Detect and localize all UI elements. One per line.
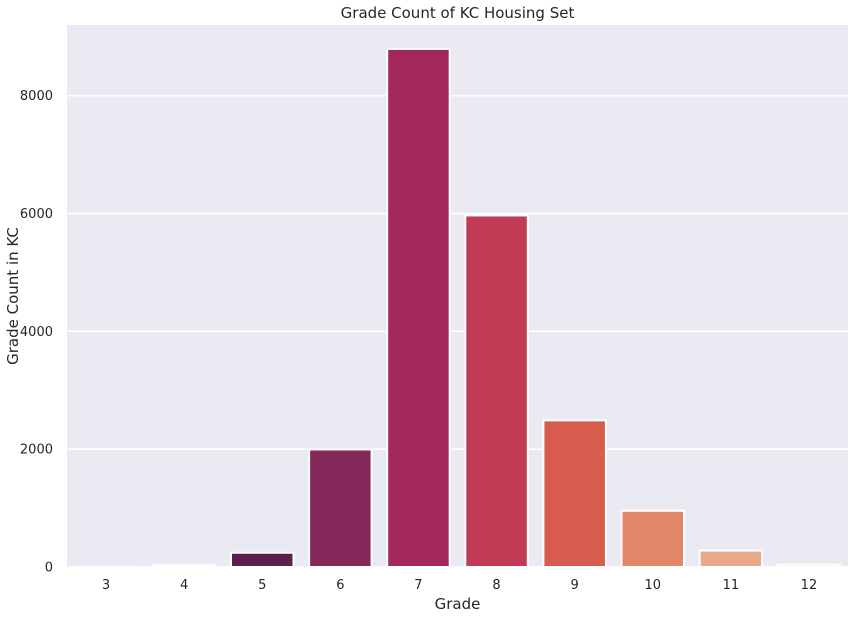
x-tick-label: 10: [644, 578, 661, 593]
y-tick-label: 0: [45, 561, 53, 576]
bar-grade-9: [542, 419, 607, 569]
x-tick-label: 11: [723, 578, 740, 593]
bar-grade-7: [386, 47, 451, 568]
bars: [73, 47, 842, 569]
x-tick-label: 5: [258, 578, 266, 593]
bar-grade-5: [230, 551, 295, 568]
y-tick-labels: 0 2000 4000 6000 8000: [20, 89, 53, 575]
x-tick-label: 8: [492, 578, 500, 593]
x-tick-label: 12: [801, 578, 818, 593]
x-tick-label: 9: [571, 578, 579, 593]
plot-area: [67, 25, 848, 567]
chart-title: Grade Count of KC Housing Set: [341, 4, 575, 22]
bar-grade-6: [308, 448, 373, 568]
y-tick-label: 8000: [20, 89, 53, 104]
x-tick-label: 4: [180, 578, 188, 593]
x-tick-label: 6: [336, 578, 344, 593]
y-axis-label: Grade Count in KC: [4, 227, 22, 365]
x-tick-label: 7: [414, 578, 422, 593]
x-tick-labels: 3 4 5 6 7 8 9 10 11 12: [102, 578, 817, 593]
x-axis-label: Grade: [435, 595, 481, 613]
bar-grade-10: [620, 509, 685, 568]
bar-grade-11: [698, 549, 764, 569]
y-tick-label: 4000: [20, 325, 53, 340]
y-tick-label: 2000: [20, 443, 53, 458]
x-tick-label: 3: [102, 578, 110, 593]
bar-grade-4: [151, 564, 217, 568]
bar-grade-8: [464, 214, 529, 568]
bar-grade-12: [776, 563, 842, 568]
y-tick-label: 6000: [20, 207, 53, 222]
